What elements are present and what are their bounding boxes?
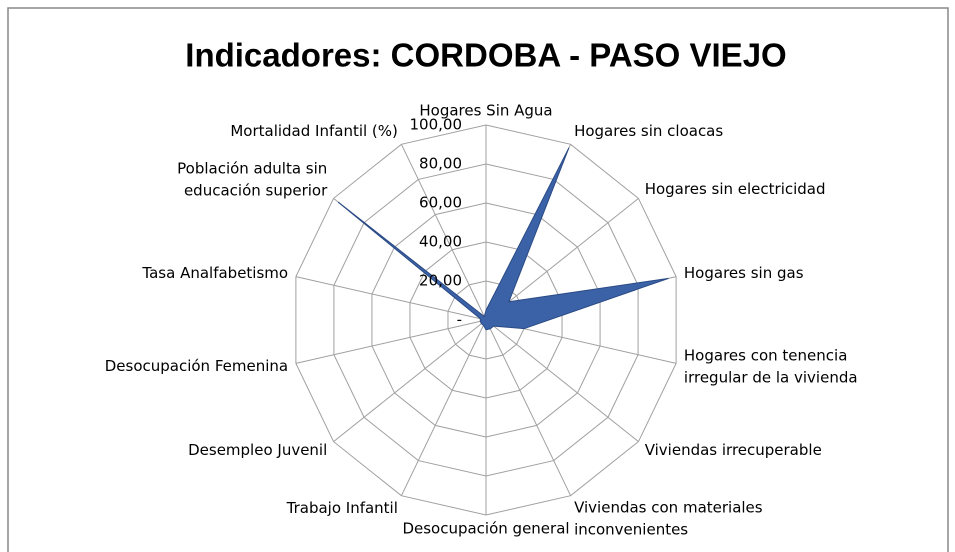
- tick-label: 80,00: [419, 155, 462, 173]
- spoke: [485, 319, 639, 442]
- label-line: Viviendas con materiales: [574, 498, 763, 516]
- category-label: Hogares con tenencia irregular de la vivi…: [684, 346, 858, 386]
- label-line: irregular de la vivienda: [684, 368, 858, 386]
- label-line: Población adulta sin: [177, 159, 327, 177]
- tick-label: -: [457, 311, 462, 329]
- tick-label: 100,00: [410, 116, 463, 134]
- tick-label: 60,00: [419, 194, 462, 212]
- label-line: Hogares con tenencia: [684, 346, 847, 364]
- category-label: Viviendas con materiales inconvenientes: [574, 498, 763, 538]
- category-label: Población adulta sin educación superior: [177, 159, 328, 199]
- spoke: [485, 198, 639, 321]
- category-label: Viviendas irrecuperable: [645, 441, 822, 459]
- category-label: Hogares sin cloacas: [574, 122, 723, 140]
- spoke: [400, 319, 487, 496]
- label-line: inconvenientes: [574, 520, 688, 538]
- category-label: Mortalidad Infantil (%): [230, 122, 398, 140]
- tick-label: 40,00: [419, 233, 462, 251]
- category-label: Desempleo Juvenil: [188, 441, 327, 459]
- chart-title: Indicadores: CORDOBA - PASO VIEJO: [185, 37, 786, 74]
- spoke: [295, 276, 487, 321]
- spoke: [295, 319, 487, 364]
- category-label: Desocupación general: [402, 520, 569, 538]
- category-label: Desocupación Femenina: [105, 357, 288, 375]
- spoke: [485, 319, 572, 496]
- category-label: Trabajo Infantil: [286, 499, 398, 517]
- series-area: [337, 147, 669, 331]
- category-label: Hogares sin gas: [684, 264, 804, 282]
- spoke: [333, 319, 487, 442]
- chart-frame: [7, 7, 949, 552]
- label-line: educación superior: [184, 181, 328, 199]
- tick-label: 20,00: [419, 272, 462, 290]
- category-label: Hogares sin electricidad: [645, 180, 826, 198]
- category-label: Hogares Sin Agua: [419, 102, 552, 120]
- spoke: [400, 144, 487, 321]
- category-label: Tasa Analfabetismo: [141, 264, 288, 282]
